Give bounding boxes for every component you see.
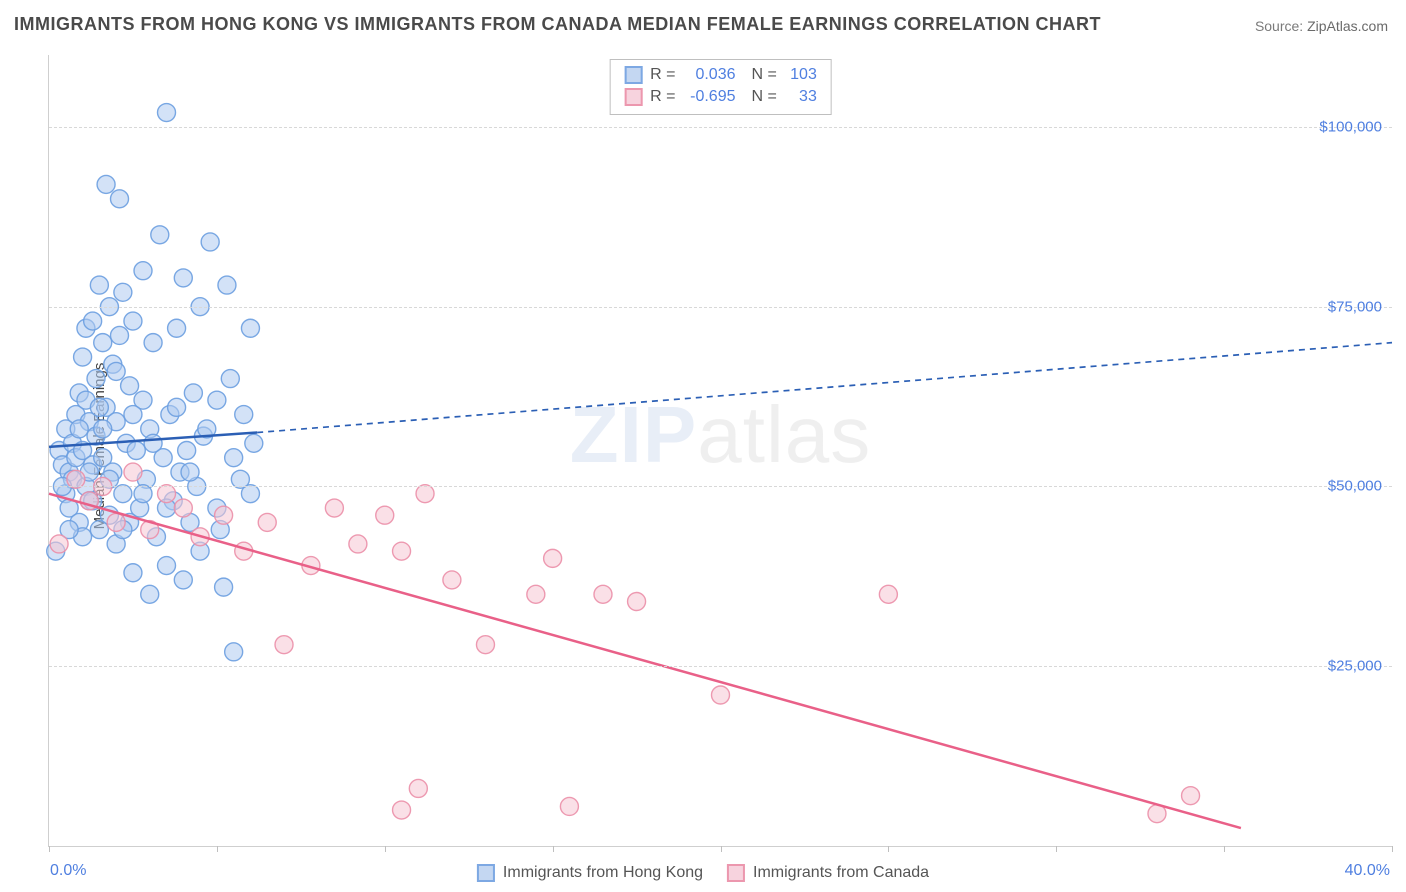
x-tick — [1056, 846, 1057, 852]
legend-swatch — [727, 864, 745, 882]
data-point — [544, 549, 562, 567]
data-point — [184, 384, 202, 402]
y-tick-label: $75,000 — [1328, 298, 1382, 315]
data-point — [151, 226, 169, 244]
data-point — [393, 801, 411, 819]
x-tick — [1224, 846, 1225, 852]
data-point — [476, 636, 494, 654]
legend-item: Immigrants from Canada — [727, 864, 929, 882]
data-point — [215, 506, 233, 524]
data-point — [90, 276, 108, 294]
x-tick — [217, 846, 218, 852]
trend-line — [49, 494, 1241, 828]
data-point — [134, 262, 152, 280]
data-point — [376, 506, 394, 524]
plot-area: ZIPatlas R =0.036N =103R =-0.695N =33 $2… — [48, 55, 1392, 847]
data-point — [443, 571, 461, 589]
data-point — [527, 585, 545, 603]
x-tick — [385, 846, 386, 852]
data-point — [74, 348, 92, 366]
plot-svg — [49, 55, 1392, 846]
data-point — [181, 463, 199, 481]
data-point — [144, 434, 162, 452]
gridline — [49, 127, 1392, 128]
data-point — [218, 276, 236, 294]
data-point — [70, 420, 88, 438]
data-point — [174, 269, 192, 287]
data-point — [225, 449, 243, 467]
data-point — [111, 190, 129, 208]
x-tick — [1392, 846, 1393, 852]
x-tick — [721, 846, 722, 852]
data-point — [144, 334, 162, 352]
series-legend: Immigrants from Hong Kong Immigrants from… — [477, 864, 929, 882]
data-point — [94, 420, 112, 438]
data-point — [235, 406, 253, 424]
x-tick — [49, 846, 50, 852]
data-point — [349, 535, 367, 553]
data-point — [241, 319, 259, 337]
x-tick — [888, 846, 889, 852]
data-point — [158, 557, 176, 575]
data-point — [94, 334, 112, 352]
data-point — [628, 593, 646, 611]
data-point — [560, 797, 578, 815]
data-point — [158, 104, 176, 122]
data-point — [127, 442, 145, 460]
data-point — [90, 398, 108, 416]
data-point — [107, 362, 125, 380]
data-point — [225, 643, 243, 661]
data-point — [221, 370, 239, 388]
data-point — [174, 499, 192, 517]
data-point — [712, 686, 730, 704]
data-point — [409, 779, 427, 797]
data-point — [107, 513, 125, 531]
gridline — [49, 666, 1392, 667]
data-point — [275, 636, 293, 654]
data-point — [1182, 787, 1200, 805]
data-point — [111, 326, 129, 344]
legend-item: Immigrants from Hong Kong — [477, 864, 703, 882]
legend-label: Immigrants from Hong Kong — [503, 864, 703, 882]
data-point — [178, 442, 196, 460]
source-label: Source: — [1255, 18, 1303, 34]
data-point — [121, 377, 139, 395]
source-attribution: Source: ZipAtlas.com — [1255, 18, 1388, 34]
data-point — [141, 585, 159, 603]
data-point — [124, 312, 142, 330]
data-point — [174, 571, 192, 589]
data-point — [325, 499, 343, 517]
legend-swatch — [477, 864, 495, 882]
data-point — [97, 175, 115, 193]
y-tick-label: $100,000 — [1319, 118, 1382, 135]
data-point — [879, 585, 897, 603]
chart-title: IMMIGRANTS FROM HONG KONG VS IMMIGRANTS … — [14, 14, 1101, 35]
gridline — [49, 486, 1392, 487]
x-tick — [553, 846, 554, 852]
source-value: ZipAtlas.com — [1307, 18, 1388, 34]
data-point — [393, 542, 411, 560]
x-axis-max-label: 40.0% — [1345, 862, 1390, 880]
data-point — [168, 319, 186, 337]
data-point — [124, 463, 142, 481]
y-tick-label: $25,000 — [1328, 658, 1382, 675]
data-point — [201, 233, 219, 251]
data-point — [168, 398, 186, 416]
data-point — [84, 312, 102, 330]
data-point — [114, 283, 132, 301]
data-point — [258, 513, 276, 531]
legend-label: Immigrants from Canada — [753, 864, 929, 882]
data-point — [124, 564, 142, 582]
gridline — [49, 307, 1392, 308]
x-axis-min-label: 0.0% — [50, 862, 86, 880]
data-point — [215, 578, 233, 596]
data-point — [245, 434, 263, 452]
data-point — [87, 370, 105, 388]
y-tick-label: $50,000 — [1328, 478, 1382, 495]
data-point — [50, 535, 68, 553]
data-point — [594, 585, 612, 603]
trend-line-extrapolated — [257, 343, 1392, 433]
data-point — [124, 406, 142, 424]
data-point — [208, 391, 226, 409]
